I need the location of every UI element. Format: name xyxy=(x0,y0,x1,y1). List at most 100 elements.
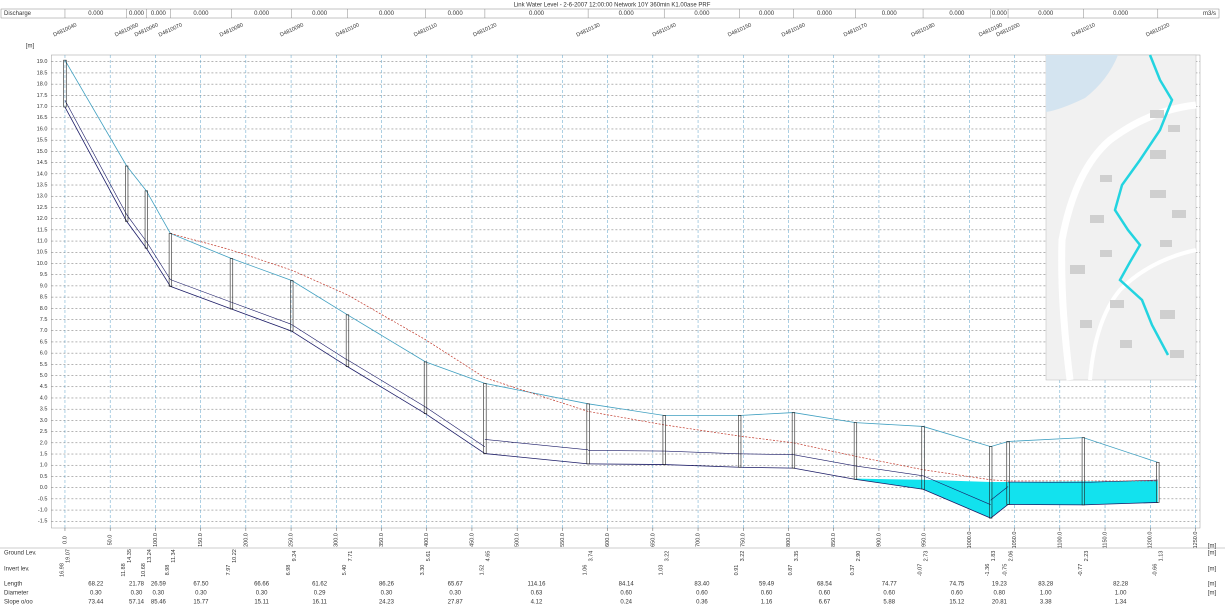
discharge-value: 0.000 xyxy=(882,11,898,17)
slope-value: 1.16 xyxy=(761,600,773,606)
discharge-value: 0.000 xyxy=(949,11,965,17)
y-tick-label: 17.5 xyxy=(37,93,48,99)
y-tick-label: 5.5 xyxy=(40,362,48,368)
diameter-value: 0.30 xyxy=(256,591,268,597)
slope-value: 15.77 xyxy=(193,600,209,606)
discharge-value: 0.000 xyxy=(193,11,209,17)
length-value: 84.14 xyxy=(619,582,635,588)
x-tick-label: 1200.0 xyxy=(1148,532,1154,549)
invert-value: 8.98 xyxy=(165,565,171,576)
length-value: 61.62 xyxy=(312,582,328,588)
ground-value: 3.22 xyxy=(665,551,671,562)
diameter-value: 1.00 xyxy=(1115,591,1127,597)
x-tick-label: 500.0 xyxy=(515,533,521,547)
diameter-value: 0.29 xyxy=(314,591,326,597)
x-tick-label: 1100.0 xyxy=(1057,532,1063,548)
slope-value: 0.24 xyxy=(620,600,632,606)
slope-value: 24.23 xyxy=(379,600,395,606)
y-tick-label: 7.0 xyxy=(40,328,48,334)
x-tick-label: 950.0 xyxy=(922,533,928,547)
length-value: 65.67 xyxy=(448,582,464,588)
y-tick-label: -1.5 xyxy=(38,519,47,525)
y-tick-label: 4.5 xyxy=(40,384,48,390)
chart: Link Water Level - 2-6-2007 12:00:00 Net… xyxy=(0,0,1225,609)
length-value: 82.28 xyxy=(1113,582,1129,588)
x-unit: [m] xyxy=(1208,544,1217,550)
map-inset xyxy=(1046,55,1196,380)
row-unit: [m] xyxy=(1208,551,1217,557)
x-tick-label: 200.0 xyxy=(243,533,249,547)
y-tick-label: 14.5 xyxy=(37,160,48,166)
diameter-value: 0.80 xyxy=(994,591,1006,597)
invert-value: 11.88 xyxy=(121,563,127,576)
x-tick-label: 150.0 xyxy=(198,533,204,547)
y-tick-label: 10.5 xyxy=(37,250,48,256)
slope-value: 57.14 xyxy=(129,600,145,606)
slope-value: 6.67 xyxy=(819,600,831,606)
y-tick-label: 7.5 xyxy=(40,317,48,323)
invert-value: 10.68 xyxy=(141,563,147,577)
length-value: 86.26 xyxy=(379,582,395,588)
slope-value: 15.12 xyxy=(949,600,965,606)
invert-value: 6.98 xyxy=(286,565,292,576)
row-label: Diameter xyxy=(4,591,28,597)
y-tick-label: 18.5 xyxy=(37,70,48,76)
y-tick-label: 6.5 xyxy=(40,339,48,345)
slope-value: 73.44 xyxy=(88,600,104,606)
y-tick-label: 17.0 xyxy=(37,104,48,110)
discharge-value: 0.000 xyxy=(379,11,395,17)
slope-value: 1.34 xyxy=(1115,600,1127,606)
discharge-value: 0.000 xyxy=(529,11,545,17)
y-tick-label: 1.5 xyxy=(40,451,48,457)
discharge-label: Discharge xyxy=(4,11,32,17)
discharge-value: 0.000 xyxy=(992,11,1008,17)
ground-value: 3.74 xyxy=(589,551,595,562)
x-tick-label: 1250.0 xyxy=(1193,532,1199,549)
ground-value: 2.73 xyxy=(924,551,930,562)
length-value: 74.77 xyxy=(882,582,898,588)
invert-value: 16.98 xyxy=(59,563,65,577)
ground-value: 9.24 xyxy=(292,551,298,562)
x-tick-label: 100.0 xyxy=(153,533,159,547)
diameter-value: 0.30 xyxy=(381,591,393,597)
length-value: 68.54 xyxy=(817,582,833,588)
x-tick-label: 250.0 xyxy=(289,533,295,547)
diameter-value: 0.30 xyxy=(131,591,143,597)
row-label: Invert lev. xyxy=(4,567,30,573)
y-tick-label: 0.0 xyxy=(40,485,48,491)
diameter-value: 0.60 xyxy=(819,591,831,597)
invert-value: 0.87 xyxy=(788,565,794,576)
y-tick-label: 19.0 xyxy=(37,59,48,65)
discharge-value: 0.000 xyxy=(1113,11,1129,17)
x-tick-label: 650.0 xyxy=(650,533,656,547)
y-tick-label: 15.0 xyxy=(37,149,48,155)
x-tick-label: 1150.0 xyxy=(1102,532,1108,548)
slope-value: 3.38 xyxy=(1040,600,1052,606)
y-tick-label: 2.5 xyxy=(40,429,48,435)
invert-value: 0.91 xyxy=(734,565,740,576)
discharge-value: 0.000 xyxy=(254,11,270,17)
invert-value: 1.06 xyxy=(583,565,589,576)
slope-value: 5.88 xyxy=(883,600,895,606)
length-value: 66.66 xyxy=(254,582,270,588)
row-label: Slope o/oo xyxy=(4,600,33,606)
invert-value: 0.37 xyxy=(850,565,856,576)
y-tick-label: 6.0 xyxy=(40,351,48,357)
invert-value: 7.97 xyxy=(226,565,232,576)
y-tick-label: 0.5 xyxy=(40,474,48,480)
discharge-value: 0.000 xyxy=(759,11,775,17)
diameter-value: 0.30 xyxy=(195,591,207,597)
y-tick-label: 13.0 xyxy=(37,194,48,200)
y-tick-label: 15.5 xyxy=(37,138,48,144)
x-tick-label: 1000.0 xyxy=(967,532,973,549)
diameter-value: 0.60 xyxy=(761,591,773,597)
water-fill xyxy=(1083,481,1157,505)
length-value: 83.40 xyxy=(694,582,710,588)
y-tick-label: 3.5 xyxy=(40,407,48,413)
length-value: 83.28 xyxy=(1038,582,1054,588)
slope-value: 15.11 xyxy=(254,600,269,606)
discharge-unit: m3/s xyxy=(1203,11,1216,17)
invert-value: 3.30 xyxy=(420,565,426,576)
y-unit: [m] xyxy=(26,44,35,50)
x-tick-label: 550.0 xyxy=(560,533,566,547)
